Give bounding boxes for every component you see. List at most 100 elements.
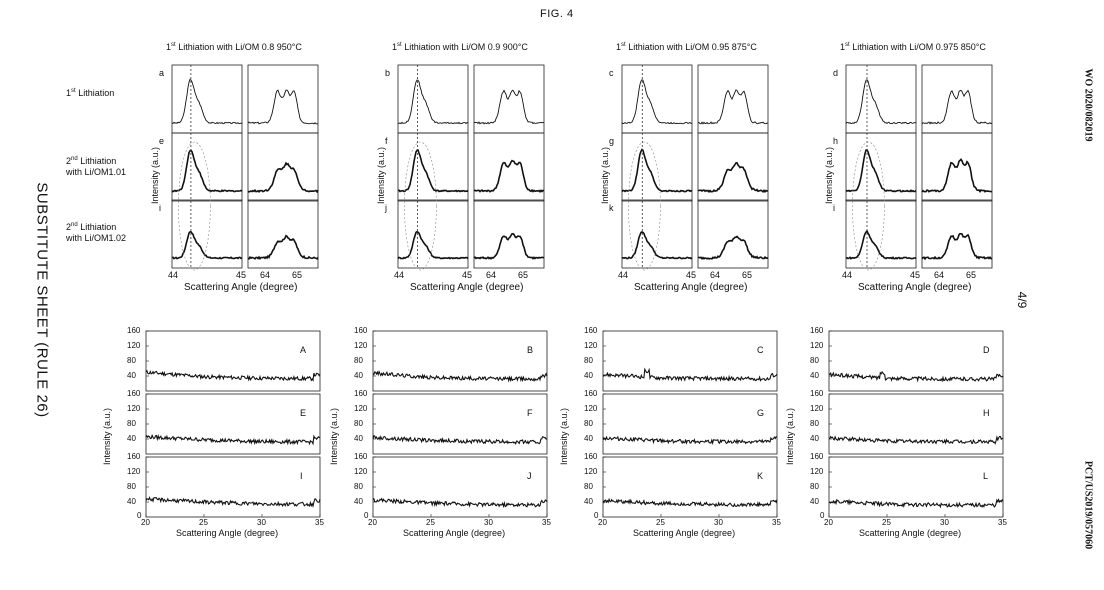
bottom-y-tick: 0: [594, 511, 599, 520]
top-x-tick: 64: [486, 270, 497, 280]
bottom-y-tick: 40: [810, 434, 819, 443]
series-F: [372, 435, 548, 445]
highlight-ellipse: [852, 141, 885, 271]
top-left-profile: [171, 230, 243, 260]
top-right-profile: [697, 89, 769, 125]
bottom-y-tick: 0: [137, 511, 142, 520]
top-panel-frame: [397, 199, 469, 269]
panel-letter: c: [609, 68, 614, 78]
top-right-profile: [473, 89, 545, 125]
bottom-y-tick: 80: [584, 419, 593, 428]
panel-letter: I: [300, 471, 303, 481]
bottom-y-tick: 80: [584, 482, 593, 491]
bottom-x-tick: 35: [772, 518, 781, 527]
highlight-ellipse: [178, 141, 211, 271]
top-right-profile: [697, 161, 769, 194]
top-x-tick: 65: [742, 270, 753, 280]
bottom-y-tick: 40: [354, 434, 363, 443]
top-panel-frame: [697, 199, 769, 269]
top-x-axis-label-3: Scattering Angle (degree): [634, 282, 748, 293]
bottom-x-tick: 20: [368, 518, 377, 527]
bottom-x-tick: 30: [940, 518, 949, 527]
top-panel-title-2: 1st Lithiation with Li/OM 0.9 900°C: [392, 42, 528, 52]
bottom-y-tick: 40: [354, 371, 363, 380]
bottom-panel-frame: [602, 330, 778, 392]
top-x-tick: 44: [618, 270, 629, 280]
figure-title: FIG. 4: [540, 8, 574, 20]
bottom-x-tick: 25: [426, 518, 435, 527]
bottom-y-tick: 80: [584, 356, 593, 365]
panel-letter: d: [833, 68, 839, 78]
top-panel-frame: [697, 132, 769, 202]
bottom-y-tick: 80: [354, 356, 363, 365]
bottom-x-tick: 35: [315, 518, 324, 527]
panel-letter: E: [300, 408, 307, 418]
bottom-x-tick: 30: [714, 518, 723, 527]
bottom-y-tick: 160: [810, 452, 824, 461]
bottom-y-tick: 120: [584, 404, 598, 413]
top-x-axis-label-2: Scattering Angle (degree): [410, 282, 524, 293]
panel-letter: A: [300, 345, 307, 355]
top-panel-frame: [397, 132, 469, 202]
bottom-y-tick: 80: [127, 419, 136, 428]
bottom-y-tick: 160: [354, 452, 368, 461]
series-J: [372, 497, 548, 509]
bottom-y-tick: 0: [364, 511, 369, 520]
bottom-x-tick: 30: [257, 518, 266, 527]
top-panel-frame: [621, 199, 693, 269]
top-left-profile: [397, 79, 469, 125]
top-x-tick: 45: [236, 270, 247, 280]
panel-letter: a: [159, 68, 165, 78]
bottom-y-tick: 40: [127, 371, 136, 380]
top-x-tick: 64: [934, 270, 945, 280]
bottom-y-tick: 40: [127, 497, 136, 506]
top-x-axis-label-1: Scattering Angle (degree): [184, 282, 298, 293]
top-left-profile: [621, 79, 693, 125]
top-panel-frame: [247, 132, 319, 202]
top-x-tick: 44: [168, 270, 179, 280]
top-x-tick: 64: [260, 270, 271, 280]
top-panel-frame: [921, 132, 993, 202]
panel-letter: f: [385, 136, 388, 146]
series-G: [602, 435, 778, 446]
bottom-y-tick: 160: [584, 389, 598, 398]
top-left-profile: [397, 149, 469, 193]
bottom-y-tick: 120: [810, 467, 824, 476]
bottom-x-axis-label-2: Scattering Angle (degree): [403, 528, 506, 538]
top-right-profile: [247, 234, 319, 261]
top-panel-frame: [171, 199, 243, 269]
bottom-y-tick: 40: [810, 371, 819, 380]
top-x-tick: 65: [518, 270, 529, 280]
top-x-tick: 45: [462, 270, 473, 280]
panel-letter: F: [527, 408, 533, 418]
bottom-y-tick: 120: [127, 341, 141, 350]
panel-letter: K: [757, 471, 764, 481]
bottom-x-tick: 25: [882, 518, 891, 527]
panel-letter: J: [527, 471, 532, 481]
highlight-ellipse: [404, 141, 437, 271]
top-x-tick: 45: [910, 270, 921, 280]
series-B: [372, 370, 548, 383]
top-panel-frame: [697, 64, 769, 134]
highlight-ellipse: [628, 141, 661, 271]
top-panel-frame: [473, 132, 545, 202]
top-panel-frame: [621, 64, 693, 134]
top-right-profile: [921, 232, 993, 261]
top-x-axis-label-4: Scattering Angle (degree): [858, 282, 972, 293]
bottom-y-tick: 40: [584, 371, 593, 380]
top-panel-frame: [473, 199, 545, 269]
top-right-profile: [473, 232, 545, 260]
top-panel-frame: [171, 132, 243, 202]
top-right-profile: [921, 158, 992, 193]
top-left-profile: [171, 78, 243, 125]
top-panel-frame: [845, 199, 917, 269]
bottom-y-tick: 160: [127, 326, 141, 335]
bottom-x-tick: 25: [656, 518, 665, 527]
top-x-tick: 44: [842, 270, 853, 280]
top-x-tick: 44: [394, 270, 405, 280]
bottom-y-tick: 80: [354, 419, 363, 428]
bottom-y-tick: 120: [354, 467, 368, 476]
bottom-y-tick: 120: [810, 341, 824, 350]
panel-letter: L: [983, 471, 989, 481]
